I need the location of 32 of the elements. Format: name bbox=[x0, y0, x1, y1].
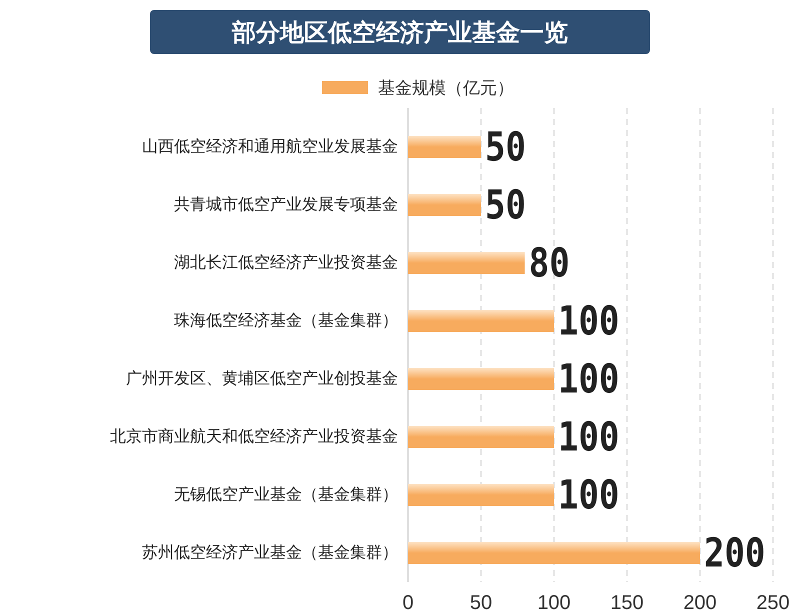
y-tick-label: 无锡低空产业基金（基金集群） bbox=[174, 486, 398, 504]
y-tick-label: 广州开发区、黄埔区低空产业创投基金 bbox=[126, 370, 398, 388]
bar bbox=[408, 426, 554, 448]
data-label: 50 bbox=[485, 182, 526, 228]
bar bbox=[408, 194, 481, 216]
x-tick-label: 150 bbox=[610, 592, 644, 614]
bar bbox=[408, 136, 481, 158]
x-tick-label: 0 bbox=[402, 592, 414, 614]
bar bbox=[408, 542, 700, 564]
y-tick-label: 北京市商业航天和低空经济产业投资基金 bbox=[110, 428, 398, 446]
y-tick-label: 共青城市低空产业发展专项基金 bbox=[174, 196, 398, 214]
y-tick-label: 苏州低空经济产业基金（基金集群） bbox=[142, 544, 398, 562]
bar bbox=[408, 484, 554, 506]
bar bbox=[408, 368, 554, 390]
x-tick-label: 200 bbox=[683, 592, 717, 614]
data-label: 100 bbox=[558, 472, 620, 518]
legend-label: 基金规模（亿元） bbox=[378, 78, 514, 98]
data-label: 100 bbox=[558, 356, 620, 402]
chart-title: 部分地区低空经济产业基金一览 bbox=[231, 20, 568, 46]
data-label: 200 bbox=[704, 530, 766, 576]
x-tick-label: 100 bbox=[537, 592, 571, 614]
y-tick-label: 珠海低空经济基金（基金集群） bbox=[174, 312, 398, 330]
data-label: 80 bbox=[528, 240, 570, 286]
data-label: 50 bbox=[485, 124, 526, 170]
data-label: 100 bbox=[558, 414, 620, 460]
data-label: 100 bbox=[558, 298, 620, 344]
y-tick-label: 湖北长江低空经济产业投资基金 bbox=[174, 254, 398, 272]
x-tick-label: 50 bbox=[470, 592, 492, 614]
x-tick-label: 250 bbox=[756, 592, 790, 614]
bar bbox=[408, 252, 525, 274]
y-tick-label: 山西低空经济和通用航空业发展基金 bbox=[142, 138, 398, 156]
bar bbox=[408, 310, 554, 332]
